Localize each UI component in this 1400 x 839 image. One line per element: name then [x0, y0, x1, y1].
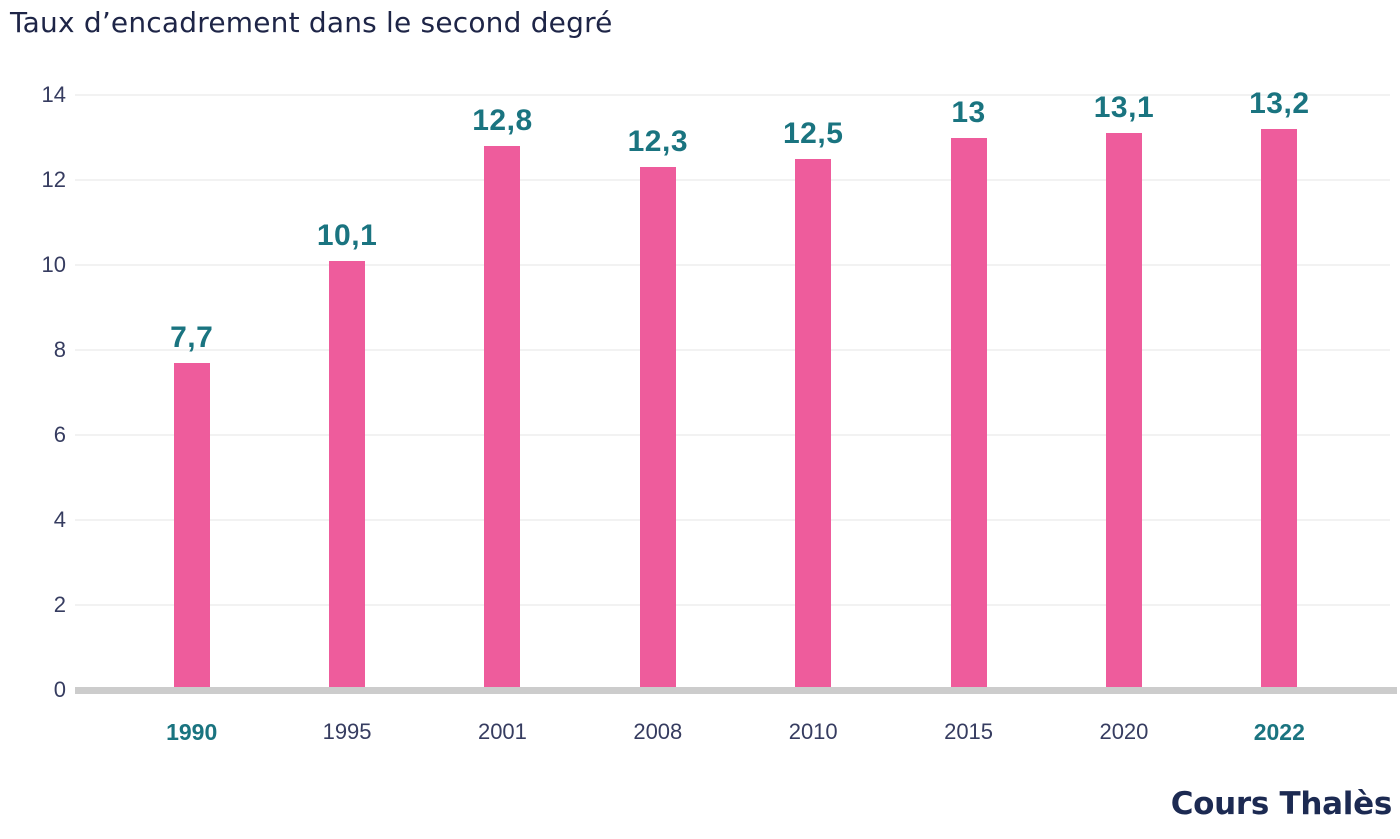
x-axis-label: 2022: [1253, 719, 1305, 745]
bar-column: 12,8: [425, 95, 580, 690]
bar-column: 7,7: [114, 95, 269, 690]
x-axis-label: 2001: [477, 719, 527, 744]
x-axis-label: 1990: [166, 719, 218, 745]
bar-value-label: 12,5: [782, 116, 844, 150]
gridline-12: [75, 179, 1390, 181]
gridline-10: [75, 264, 1390, 266]
bar-chart: 0 2 4 6 8 10 12 14 7,7 10,1 12,8 12,3 12,5 13 13,1 13,…: [41, 82, 1397, 748]
gridline-14: [75, 94, 1390, 96]
bars-container: 7,7 10,1 12,8 12,3 12,5 13 13,1 13,2: [114, 87, 1357, 690]
cours-thales-logo: Cours Thalès: [1170, 786, 1393, 822]
y-tick-label: 2: [53, 592, 66, 617]
gridline-2: [75, 604, 1390, 606]
y-tick-label: 6: [53, 422, 66, 447]
bar-value-label: 13: [951, 95, 986, 129]
bar-column: 10,1: [269, 95, 424, 690]
bar-value-label: 13,2: [1249, 87, 1310, 120]
bar-value-label: 12,3: [627, 125, 688, 159]
x-axis-label: 1995: [322, 719, 372, 744]
bar: [1105, 133, 1142, 690]
bar-value-label: 10,1: [316, 218, 378, 252]
y-tick-label: 8: [53, 337, 66, 362]
bar: [329, 260, 366, 690]
y-tick-label: 10: [41, 252, 66, 277]
x-axis-label: 2015: [944, 719, 994, 744]
bar-column: 12,3: [580, 95, 735, 690]
x-axis-label: 2010: [788, 719, 838, 744]
bar-column: 13: [891, 95, 1046, 690]
bar: [950, 137, 987, 690]
gridline-4: [75, 519, 1390, 521]
y-tick-label: 4: [53, 507, 66, 532]
bar-value-label: 12,8: [472, 104, 533, 137]
bar-column: 12,5: [736, 95, 891, 690]
bar: [173, 362, 210, 690]
bar: [795, 158, 832, 690]
x-axis-labels: 1990 1995 2001 2008 2010 2015 2020 2022: [114, 716, 1357, 748]
y-tick-label: 14: [41, 82, 66, 107]
x-axis-label: 2008: [633, 719, 683, 744]
x-axis-label: 2020: [1099, 719, 1149, 744]
bar-value-label: 7,7: [170, 320, 214, 354]
y-tick-label: 12: [41, 167, 66, 192]
gridline-6: [75, 434, 1390, 436]
bar-value-label: 13,1: [1093, 91, 1155, 125]
bar: [639, 167, 676, 690]
bar-column: 13,2: [1202, 87, 1357, 690]
bar: [484, 146, 521, 690]
x-axis-line: [75, 687, 1397, 694]
y-tick-label: 0: [53, 677, 66, 702]
gridline-8: [75, 349, 1390, 351]
bar: [1261, 129, 1298, 690]
bar-column: 13,1: [1046, 91, 1201, 690]
chart-title: Taux d’encadrement dans le second degré: [10, 6, 613, 39]
